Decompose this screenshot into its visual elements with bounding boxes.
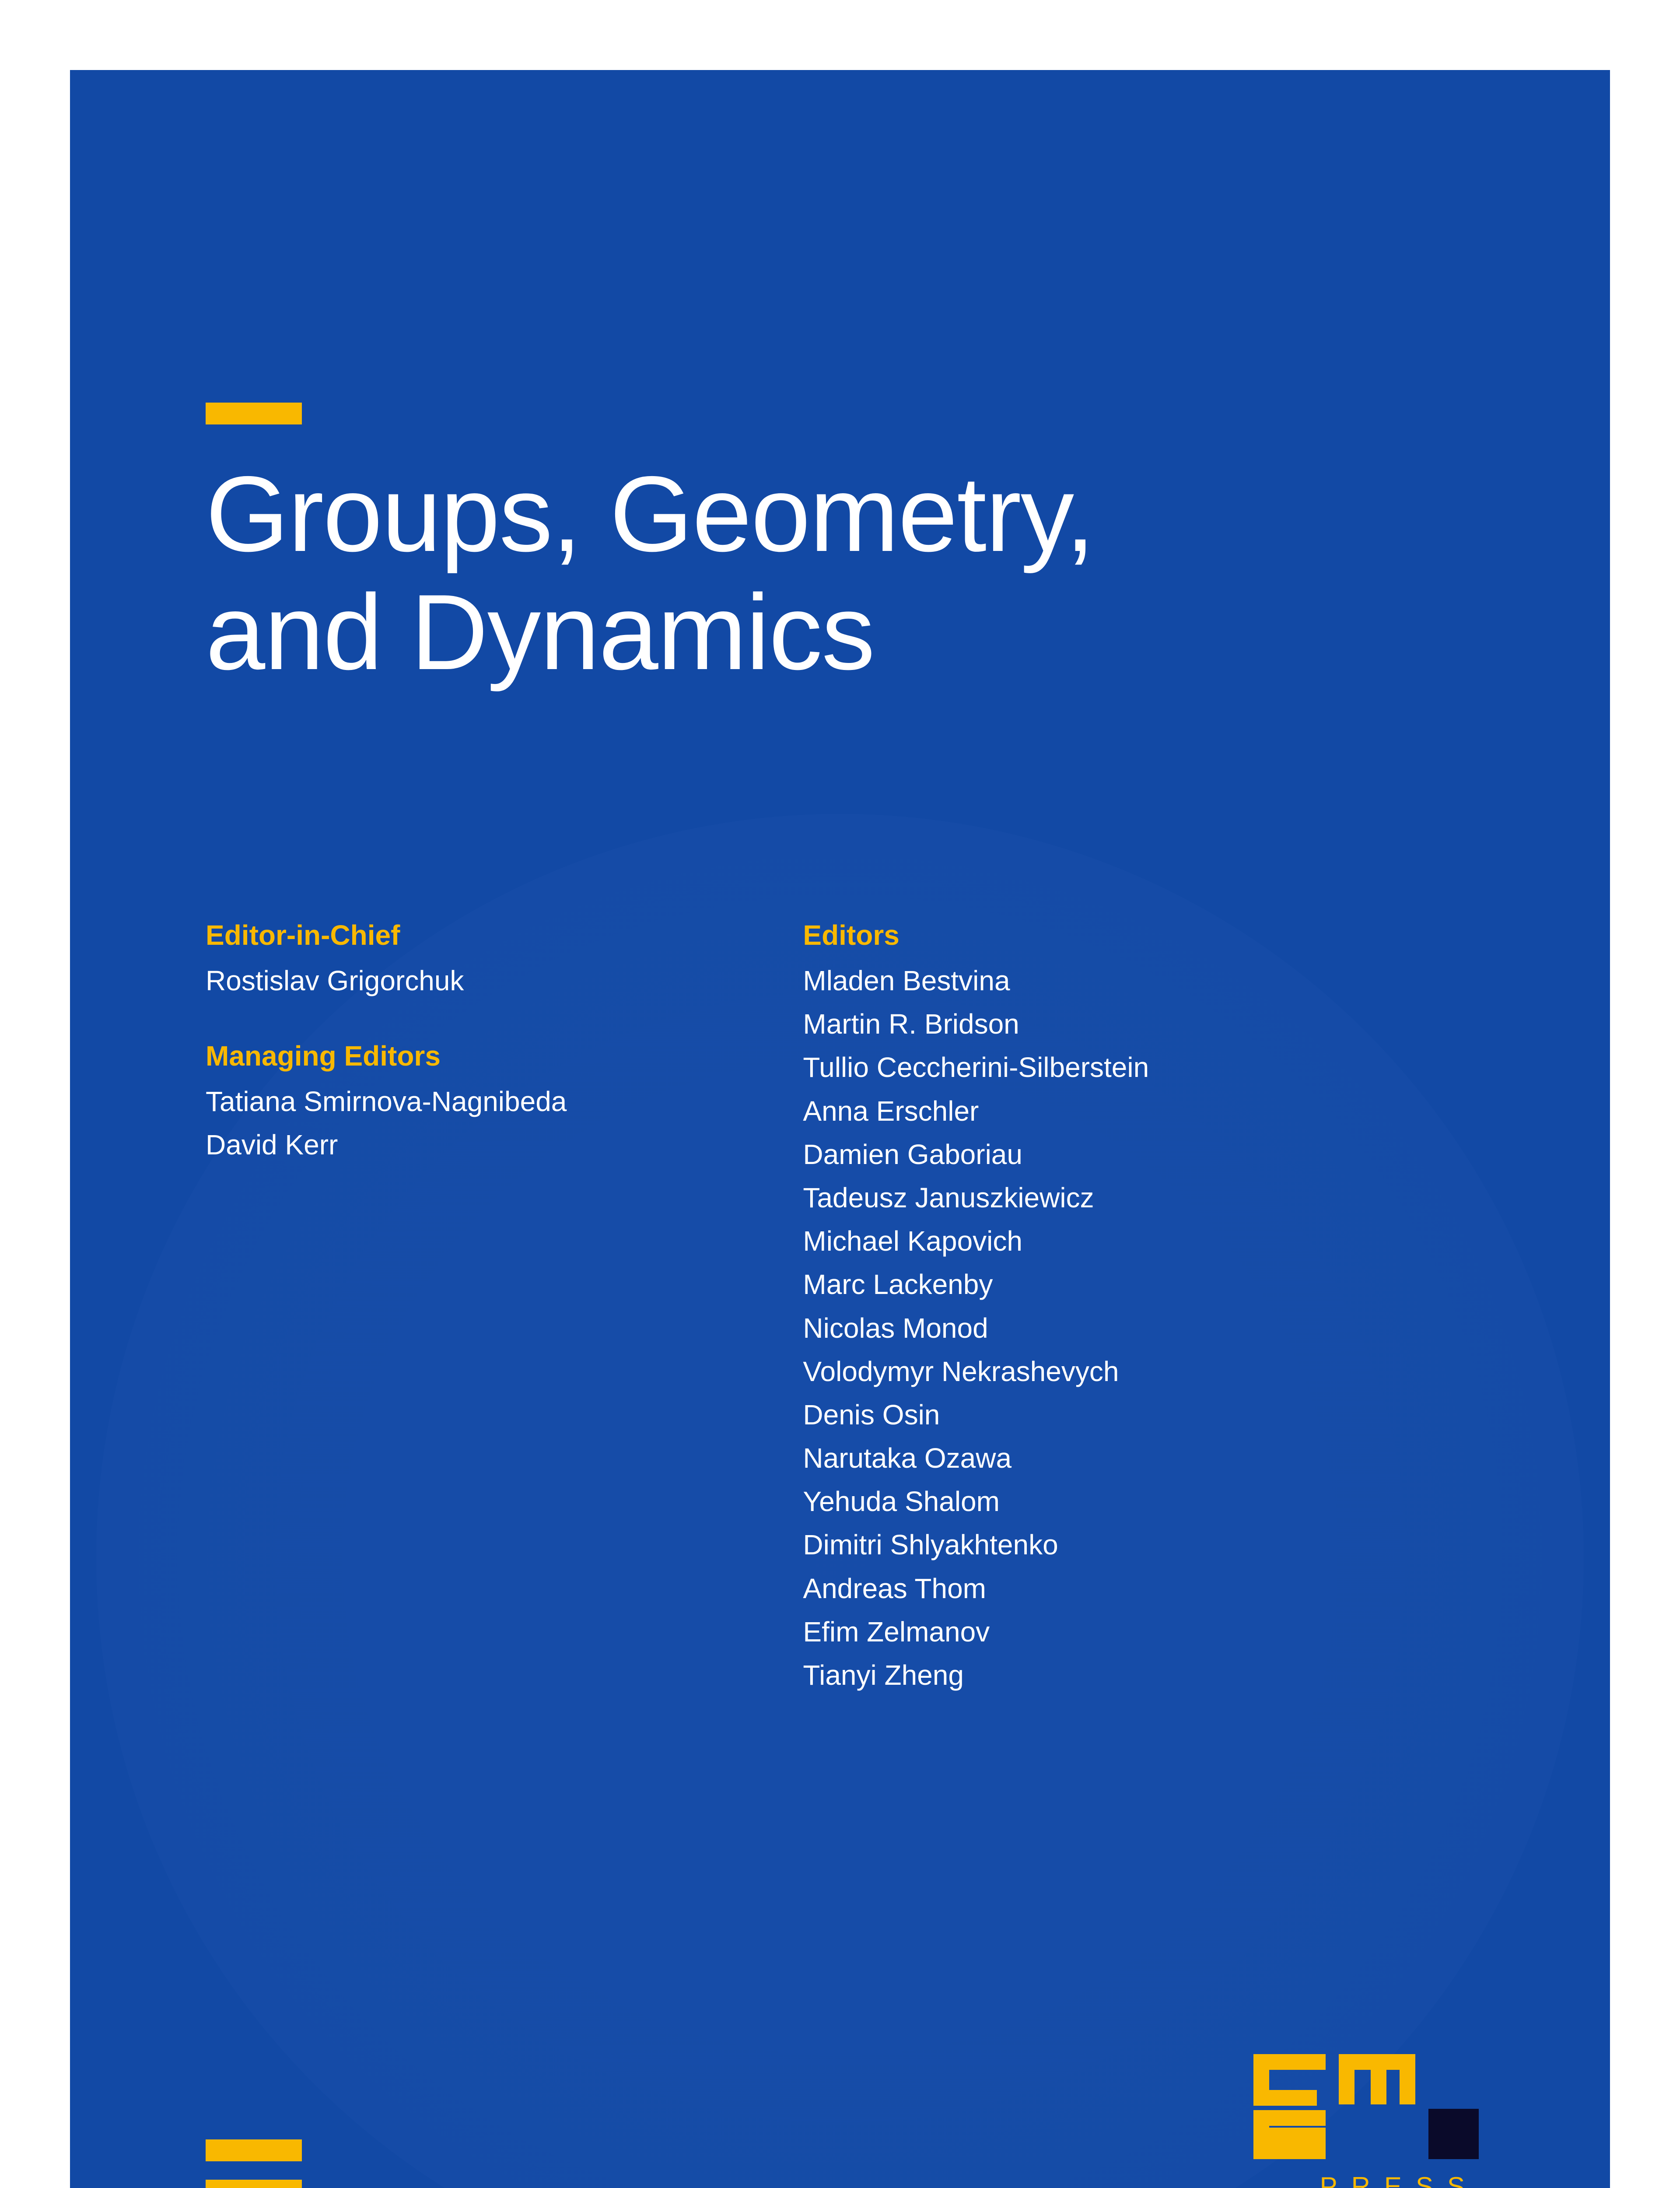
editor-name: Tadeusz Januszkiewicz	[803, 1176, 1149, 1220]
editor-name: Marc Lackenby	[803, 1263, 1149, 1306]
title-line-2: and Dynamics	[206, 573, 1094, 691]
accent-bar	[206, 2180, 302, 2188]
press-label: PRESS	[1320, 2171, 1479, 2188]
editors-section: Editor-in-Chief Rostislav Grigorchuk Man…	[206, 919, 1149, 1697]
editors-heading: Editors	[803, 919, 1149, 951]
journal-cover: Groups, Geometry, and Dynamics Editor-in…	[70, 70, 1610, 2188]
editor-name: Volodymyr Nekrashevych	[803, 1350, 1149, 1393]
editor-name: Denis Osin	[803, 1393, 1149, 1437]
accent-bar-top	[206, 403, 302, 424]
journal-title: Groups, Geometry, and Dynamics	[206, 455, 1094, 691]
editor-name: Tullio Ceccherini-Silberstein	[803, 1046, 1149, 1089]
ems-press-logo: PRESS	[1253, 2054, 1479, 2188]
managing-editor-name: Tatiana Smirnova-Nagnibeda	[206, 1080, 567, 1123]
ems-letters-icon	[1253, 2054, 1415, 2159]
editor-name: Nicolas Monod	[803, 1307, 1149, 1350]
editor-name: Dimitri Shlyakhtenko	[803, 1523, 1149, 1567]
accent-bars-bottom	[206, 2139, 302, 2188]
accent-bar	[206, 2139, 302, 2161]
right-column: Editors Mladen Bestvina Martin R. Bridso…	[803, 919, 1149, 1697]
editor-name: Mladen Bestvina	[803, 959, 1149, 1003]
editor-name: Yehuda Shalom	[803, 1480, 1149, 1523]
editor-in-chief-heading: Editor-in-Chief	[206, 919, 567, 951]
editor-in-chief-name: Rostislav Grigorchuk	[206, 959, 567, 1003]
editor-name: Tianyi Zheng	[803, 1654, 1149, 1697]
editor-name: Anna Erschler	[803, 1090, 1149, 1133]
editor-name: Damien Gaboriau	[803, 1133, 1149, 1176]
ems-logo-glyphs	[1253, 2054, 1479, 2159]
editor-name: Michael Kapovich	[803, 1220, 1149, 1263]
editor-name: Narutaka Ozawa	[803, 1437, 1149, 1480]
ems-square-icon	[1428, 2109, 1479, 2159]
left-column: Editor-in-Chief Rostislav Grigorchuk Man…	[206, 919, 567, 1697]
editor-name: Andreas Thom	[803, 1567, 1149, 1610]
managing-editor-name: David Kerr	[206, 1123, 567, 1167]
managing-editors-heading: Managing Editors	[206, 1040, 567, 1072]
title-line-1: Groups, Geometry,	[206, 455, 1094, 573]
editor-name: Efim Zelmanov	[803, 1610, 1149, 1654]
editor-name: Martin R. Bridson	[803, 1003, 1149, 1046]
